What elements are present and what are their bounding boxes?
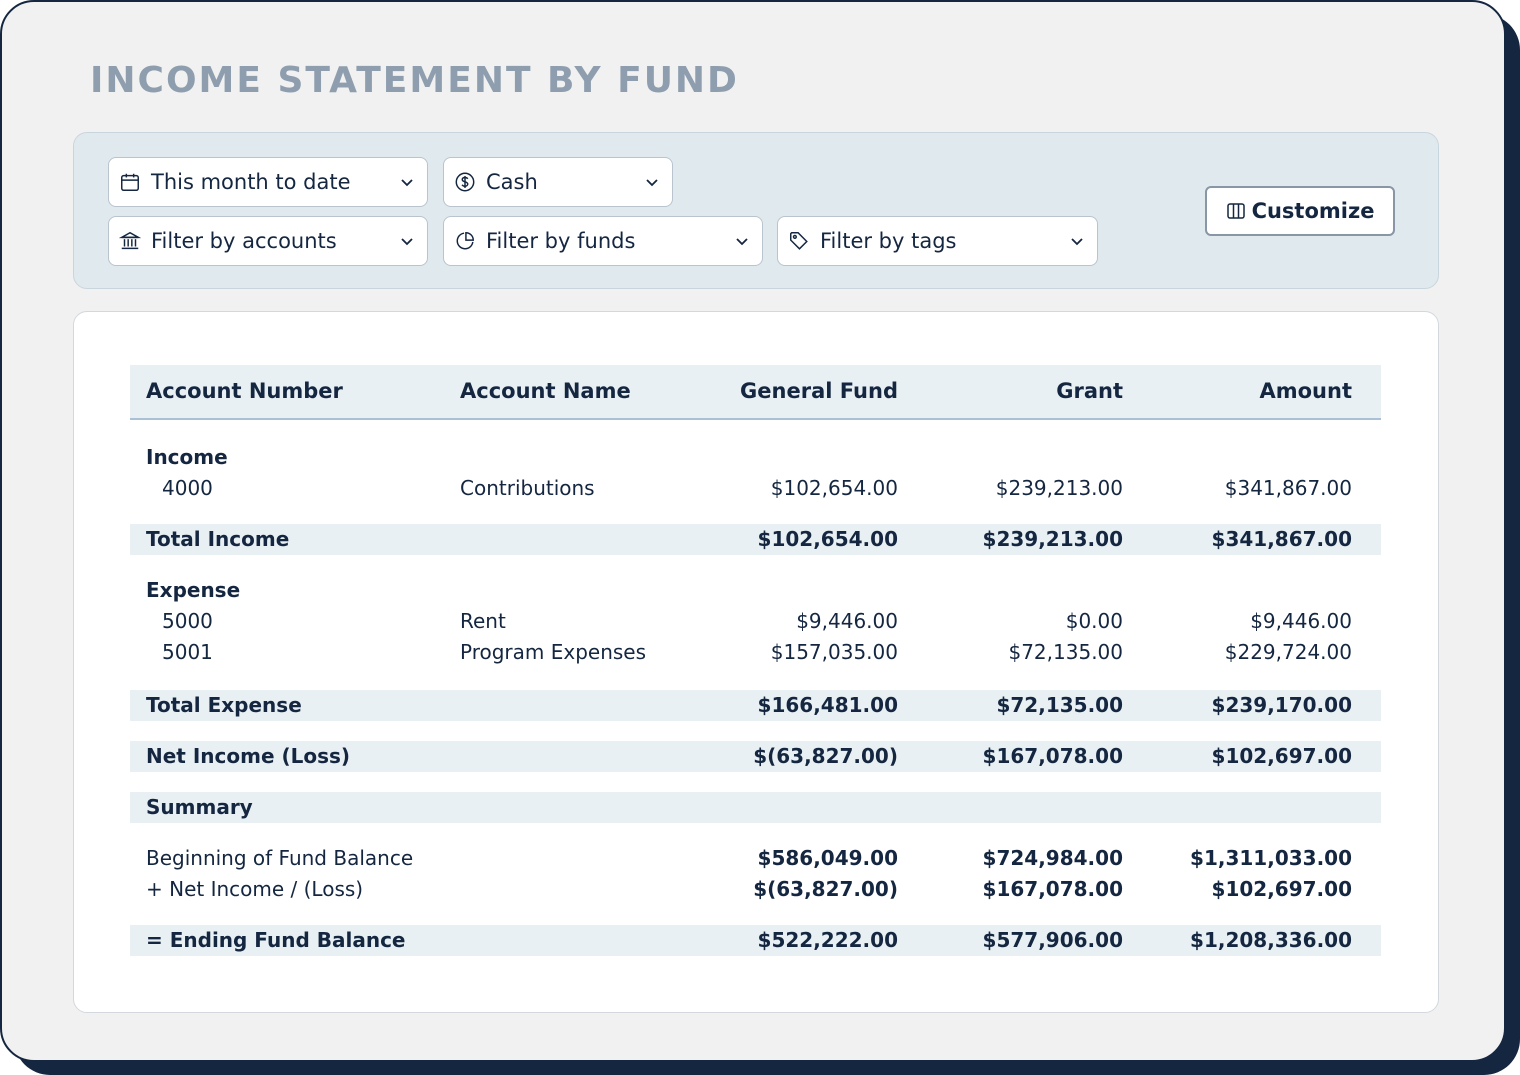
total-expense-row: Total Expense $166,481.00 $72,135.00 $23… [130,690,1381,721]
account-name: Contributions [460,476,595,500]
general-fund-value: $(63,827.00) [753,744,898,768]
amount-value: $229,724.00 [1224,640,1352,664]
basis-dropdown[interactable]: Cash [443,157,673,207]
grant-value: $577,906.00 [982,928,1123,952]
income-statement-table: Account Number Account Name General Fund… [130,365,1381,956]
grant-value: $72,135.00 [1008,640,1123,664]
report-card: INCOME STATEMENT BY FUND This month to d… [0,0,1506,1062]
chevron-down-icon [644,174,660,190]
summary-heading-row: Summary [130,792,1381,823]
general-fund-value: $9,446.00 [796,609,898,633]
total-label: Total Income [146,527,290,551]
accounts-filter-label: Filter by accounts [151,229,337,253]
section-label: Expense [146,578,241,602]
ending-balance-row: = Ending Fund Balance $522,222.00 $577,9… [130,925,1381,956]
net-income-summary-row: + Net Income / (Loss) $(63,827.00) $167,… [130,874,1381,905]
customize-button[interactable]: Customize [1205,186,1395,236]
accounts-filter-dropdown[interactable]: Filter by accounts [108,216,428,266]
summary-label: Summary [146,795,253,819]
general-fund-value: $586,049.00 [757,846,898,870]
filter-panel: This month to date Cash Filter by accoun… [73,132,1439,289]
account-number: 4000 [162,476,213,500]
beginning-balance-label: Beginning of Fund Balance [146,846,414,870]
net-income-row: Net Income (Loss) $(63,827.00) $167,078.… [130,741,1381,772]
dollar-circle-icon [454,171,476,193]
account-number: 5001 [162,640,213,664]
account-number: 5000 [162,609,213,633]
header-account-number: Account Number [146,379,343,403]
grant-value: $167,078.00 [982,877,1123,901]
pie-chart-icon [454,230,476,252]
amount-value: $239,170.00 [1211,693,1352,717]
amount-value: $1,208,336.00 [1190,928,1352,952]
table-row: 5001 Program Expenses $157,035.00 $72,13… [130,637,1381,668]
funds-filter-dropdown[interactable]: Filter by funds [443,216,763,266]
general-fund-value: $(63,827.00) [753,877,898,901]
header-account-name: Account Name [460,379,631,403]
amount-value: $9,446.00 [1250,609,1352,633]
account-name: Program Expenses [460,640,647,664]
general-fund-value: $102,654.00 [770,476,898,500]
date-range-label: This month to date [151,170,351,194]
tags-filter-dropdown[interactable]: Filter by tags [777,216,1098,266]
chevron-down-icon [399,174,415,190]
section-heading-income: Income [130,442,1381,473]
basis-label: Cash [486,170,538,194]
tags-filter-label: Filter by tags [820,229,957,253]
grant-value: $239,213.00 [982,527,1123,551]
table-row: 4000 Contributions $102,654.00 $239,213.… [130,473,1381,504]
calendar-icon [119,171,141,193]
report-panel: Account Number Account Name General Fund… [73,311,1439,1013]
header-amount: Amount [1259,379,1352,403]
grant-value: $0.00 [1065,609,1123,633]
table-header: Account Number Account Name General Fund… [130,365,1381,420]
amount-value: $341,867.00 [1211,527,1352,551]
chevron-down-icon [1069,233,1085,249]
page-title: INCOME STATEMENT BY FUND [90,60,739,101]
general-fund-value: $102,654.00 [757,527,898,551]
amount-value: $102,697.00 [1211,877,1352,901]
amount-value: $1,311,033.00 [1190,846,1352,870]
customize-label: Customize [1251,199,1375,223]
header-general-fund: General Fund [740,379,898,403]
account-name: Rent [460,609,506,633]
section-label: Income [146,445,228,469]
grant-value: $724,984.00 [982,846,1123,870]
total-label: Total Expense [146,693,302,717]
total-income-row: Total Income $102,654.00 $239,213.00 $34… [130,524,1381,555]
ending-balance-label: = Ending Fund Balance [146,928,406,952]
general-fund-value: $157,035.00 [770,640,898,664]
general-fund-value: $166,481.00 [757,693,898,717]
table-row: 5000 Rent $9,446.00 $0.00 $9,446.00 [130,606,1381,637]
date-range-dropdown[interactable]: This month to date [108,157,428,207]
beginning-balance-row: Beginning of Fund Balance $586,049.00 $7… [130,843,1381,874]
grant-value: $239,213.00 [995,476,1123,500]
tag-icon [788,230,810,252]
funds-filter-label: Filter by funds [486,229,636,253]
columns-icon [1226,201,1246,221]
chevron-down-icon [734,233,750,249]
amount-value: $341,867.00 [1224,476,1352,500]
grant-value: $167,078.00 [982,744,1123,768]
net-income-label: Net Income (Loss) [146,744,351,768]
grant-value: $72,135.00 [996,693,1123,717]
section-heading-expense: Expense [130,575,1381,606]
chevron-down-icon [399,233,415,249]
header-grant: Grant [1056,379,1123,403]
net-income-summary-label: + Net Income / (Loss) [146,877,364,901]
amount-value: $102,697.00 [1211,744,1352,768]
bank-icon [119,230,141,252]
general-fund-value: $522,222.00 [757,928,898,952]
